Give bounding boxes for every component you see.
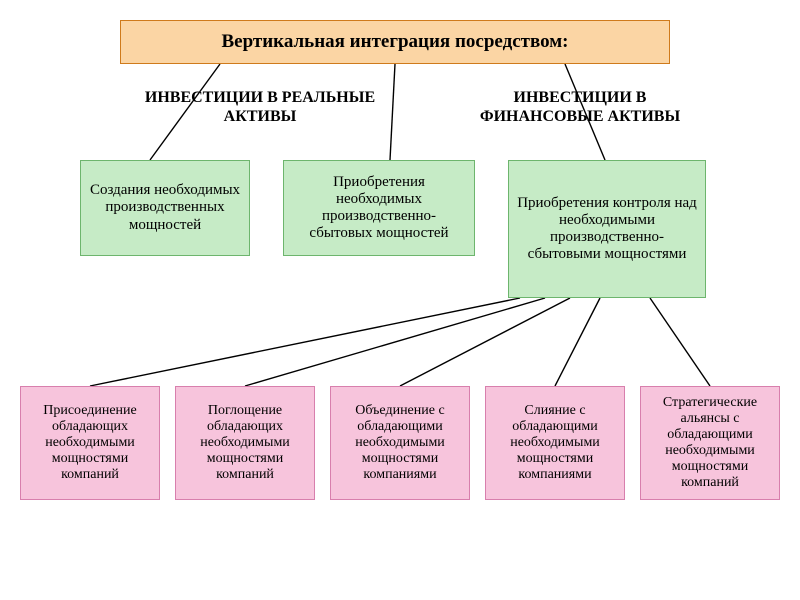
sublabel-fin-assets: ИНВЕСТИЦИИ ВФИНАНСОВЫЕ АКТИВЫ bbox=[450, 88, 710, 126]
sublabel-real-assets: ИНВЕСТИЦИИ В РЕАЛЬНЫЕАКТИВЫ bbox=[130, 88, 390, 126]
node-acquire-control: Приобретения контроля над необходимыми п… bbox=[508, 160, 706, 298]
diagram-title: Вертикальная интеграция посредством: bbox=[120, 20, 670, 64]
node-attachment: Присоединение обладающих необходимыми мо… bbox=[20, 386, 160, 500]
node-alliance: Стратегические альянсы с обладающими нео… bbox=[640, 386, 780, 500]
node-create-capacity: Создания необходимых производственных мо… bbox=[80, 160, 250, 256]
node-merger: Объединение с обладающими необходимыми м… bbox=[330, 386, 470, 500]
node-acquire-capacity: Приобретения необходимых производственно… bbox=[283, 160, 475, 256]
node-fusion: Слияние с обладающими необходимыми мощно… bbox=[485, 386, 625, 500]
node-absorption: Поглощение обладающих необходимыми мощно… bbox=[175, 386, 315, 500]
